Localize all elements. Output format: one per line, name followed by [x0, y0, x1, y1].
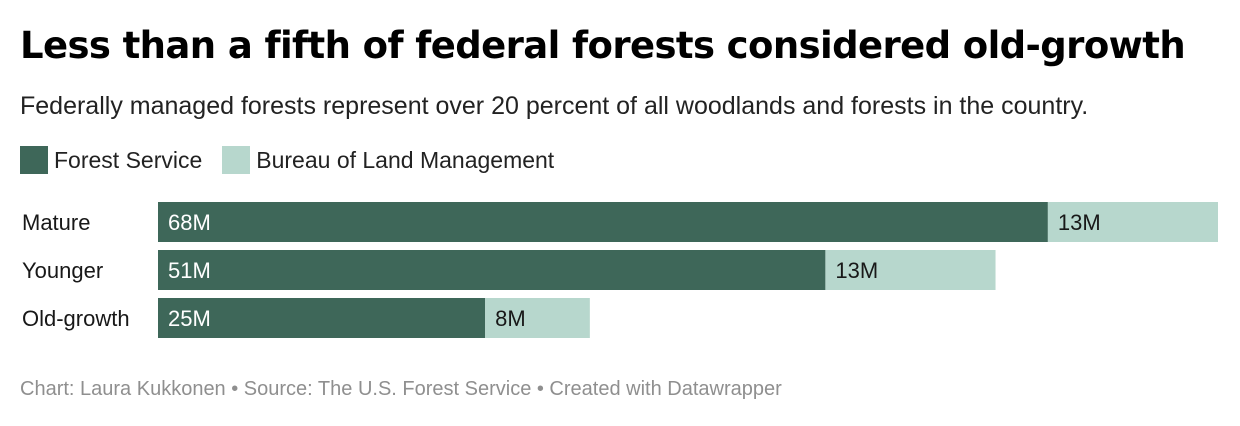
- legend-label-forest-service: Forest Service: [54, 146, 203, 173]
- category-label-younger: Younger: [22, 258, 103, 283]
- chart-title: Less than a fifth of federal forests con…: [20, 24, 1186, 67]
- legend-item-blm: Bureau of Land Management: [222, 146, 554, 174]
- value-label-forest-service-mature: 68M: [168, 210, 211, 235]
- value-label-bureau-of-land-management-mature: 13M: [1058, 210, 1101, 235]
- legend: Forest Service Bureau of Land Management: [20, 146, 574, 174]
- category-label-old-growth: Old-growth: [22, 306, 130, 331]
- value-label-bureau-of-land-management-old-growth: 8M: [495, 306, 526, 331]
- value-label-forest-service-younger: 51M: [168, 258, 211, 283]
- bar-bureau-of-land-management-mature: [1047, 202, 1218, 242]
- category-label-mature: Mature: [22, 210, 90, 235]
- value-label-forest-service-old-growth: 25M: [168, 306, 211, 331]
- legend-label-blm: Bureau of Land Management: [256, 146, 555, 173]
- legend-swatch-forest-service: [20, 146, 48, 174]
- bar-bureau-of-land-management-younger: [825, 250, 996, 290]
- bar-forest-service-old-growth: [158, 298, 486, 338]
- value-label-bureau-of-land-management-younger: 13M: [835, 258, 878, 283]
- bar-bureau-of-land-management-old-growth: [485, 298, 590, 338]
- chart-footer: Chart: Laura Kukkonen • Source: The U.S.…: [20, 378, 782, 400]
- bar-chart: Mature 68M 13M Younger 51M 13M Old-growth 25M 8M: [22, 202, 1218, 338]
- chart-subtitle: Federally managed forests represent over…: [20, 92, 1089, 120]
- bar-forest-service-mature: [158, 202, 1048, 242]
- legend-item-forest-service: Forest Service: [20, 146, 202, 174]
- bar-forest-service-younger: [158, 250, 826, 290]
- legend-swatch-blm: [222, 146, 251, 174]
